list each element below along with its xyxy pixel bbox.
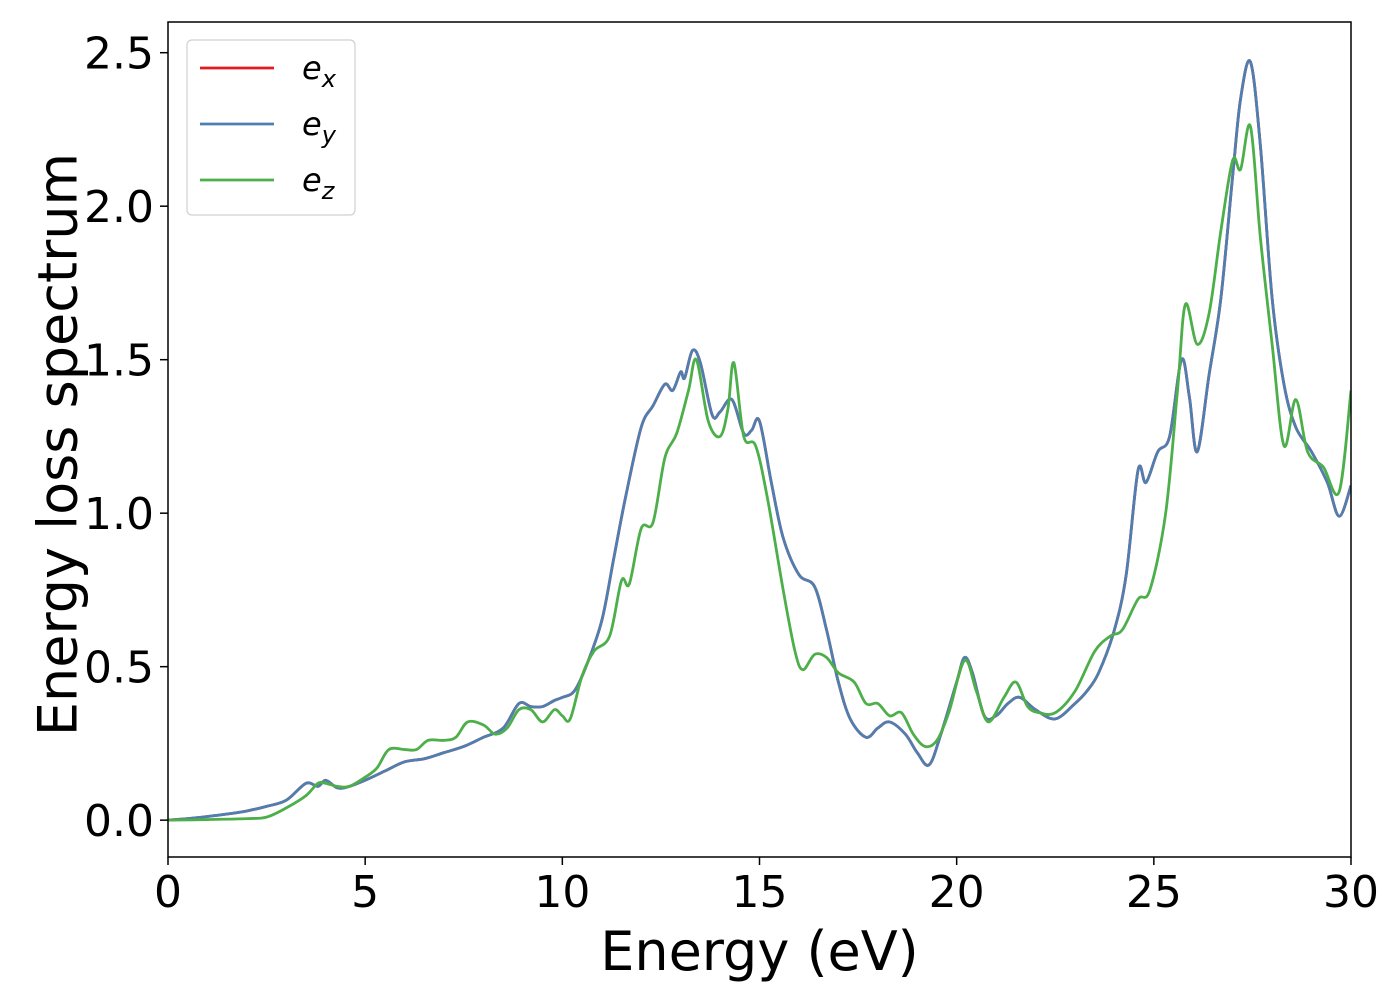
- legend-box: [186, 39, 356, 216]
- x-tick-label: 0: [154, 867, 182, 918]
- legend-label-y: ey: [302, 105, 337, 149]
- x-tick-label: 25: [1126, 867, 1182, 918]
- series-line-y: [168, 59, 1351, 822]
- y-axis-title: Energy loss spectrum: [27, 153, 90, 736]
- x-tick-label: 30: [1323, 867, 1379, 918]
- y-tick-label: 1.0: [84, 489, 154, 540]
- y-tick-label: 0.5: [84, 643, 154, 694]
- x-tick-label: 15: [732, 867, 788, 918]
- legend-label-x: ex: [302, 49, 337, 93]
- x-axis: 0 5 10 15 20 25 30: [154, 857, 1379, 918]
- series-line-z: [168, 123, 1351, 822]
- y-tick-label: 2.5: [84, 29, 154, 80]
- plot-lines: [168, 59, 1351, 822]
- y-axis: 0.0 0.5 1.0 1.5 2.0 2.5: [84, 29, 168, 847]
- x-tick-label: 10: [534, 867, 590, 918]
- x-tick-label: 5: [351, 867, 379, 918]
- x-tick-label: 20: [929, 867, 985, 918]
- y-tick-label: 2.0: [84, 182, 154, 233]
- legend: ex ey ez: [186, 39, 356, 216]
- legend-label-z: ez: [302, 161, 336, 205]
- x-axis-title: Energy (eV): [600, 920, 919, 983]
- y-tick-label: 0.0: [84, 796, 154, 847]
- y-tick-label: 1.5: [84, 336, 154, 387]
